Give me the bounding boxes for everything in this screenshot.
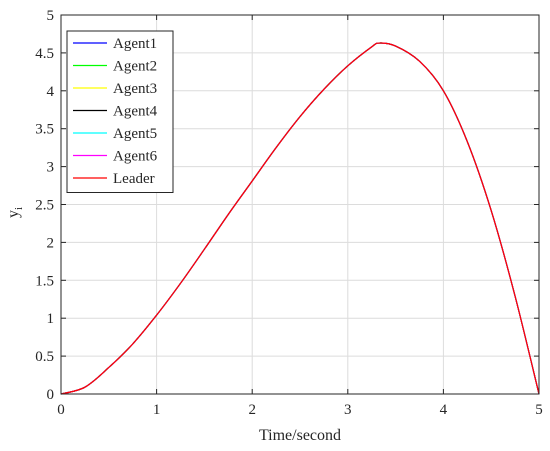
y-axis-label-main: y: [5, 210, 22, 218]
legend-box: [66, 30, 174, 193]
y-tick-label: 1: [47, 311, 55, 327]
x-tick-label: 0: [57, 402, 65, 418]
x-tick-label: 1: [153, 402, 161, 418]
legend: Agent1 Agent2 Agent3 Agent4 Agent5 Agent6 Lead…: [66, 30, 174, 193]
legend-label: Agent3: [113, 81, 157, 97]
series-lines: [60, 42, 540, 395]
y-axis-label-subscript: i: [13, 207, 25, 210]
y-tick-label: 5: [47, 8, 55, 24]
x-tick-label: 2: [248, 402, 256, 418]
y-tick-label: 0: [47, 387, 55, 403]
x-tick-labels: 0 1 2 3 4 5: [57, 402, 543, 418]
legend-label: Leader: [113, 171, 155, 187]
legend-label: Agent6: [113, 149, 158, 165]
y-tick-label: 0.5: [35, 349, 54, 365]
x-tick-label: 4: [440, 402, 448, 418]
y-tick-label: 3: [47, 160, 55, 176]
y-tick-labels: 0 0.5 1 1.5 2 2.5 3 3.5 4 4.5 5: [35, 8, 54, 403]
y-axis-label: yi: [5, 207, 25, 218]
x-tick-label: 5: [535, 402, 543, 418]
legend-label: Agent2: [113, 59, 157, 75]
y-tick-label: 2.5: [35, 198, 54, 214]
legend-label: Agent1: [113, 36, 157, 52]
legend-label: Agent4: [113, 104, 158, 120]
y-tick-label: 3.5: [35, 122, 54, 138]
axis-ticks: [60, 14, 540, 395]
x-tick-label: 3: [344, 402, 352, 418]
y-tick-label: 1.5: [35, 273, 54, 289]
y-tick-label: 4: [47, 84, 55, 100]
series-line-leader: [60, 42, 540, 395]
x-axis-label: Time/second: [259, 427, 341, 444]
legend-label: Agent5: [113, 126, 157, 142]
y-tick-label: 2: [47, 235, 55, 251]
y-tick-label: 4.5: [35, 46, 54, 62]
